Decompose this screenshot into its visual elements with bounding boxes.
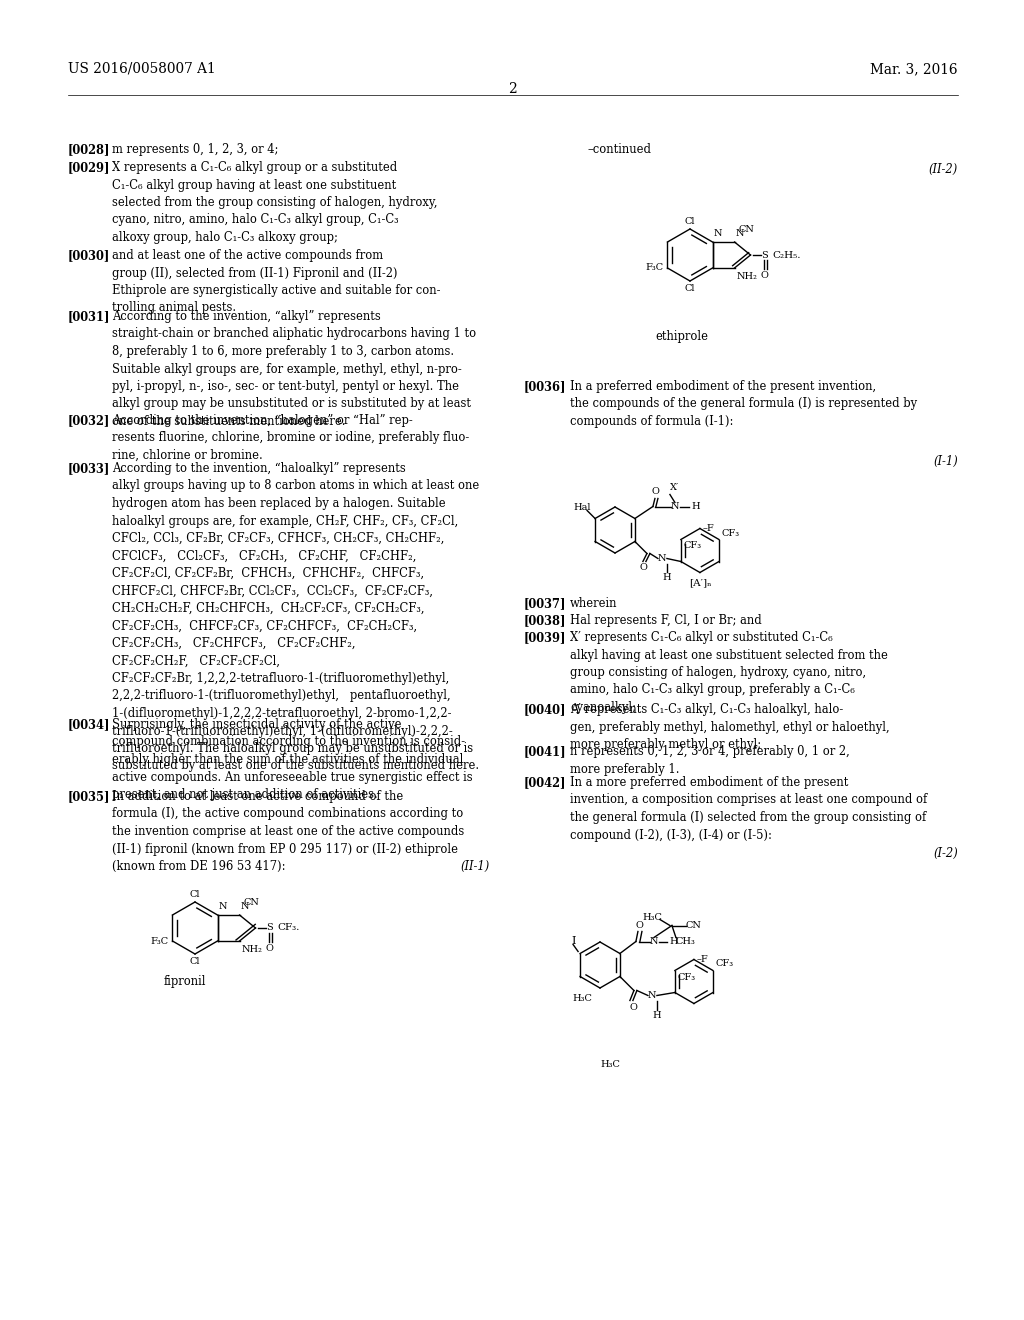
Text: Surprisingly, the insecticidal activity of the active
compound combination accor: Surprisingly, the insecticidal activity …	[112, 718, 473, 801]
Text: Mar. 3, 2016: Mar. 3, 2016	[870, 62, 958, 77]
Text: N: N	[218, 902, 227, 911]
Text: NH₂: NH₂	[242, 945, 262, 954]
Text: X′ represents C₁-C₆ alkyl or substituted C₁-C₆
alkyl having at least one substit: X′ represents C₁-C₆ alkyl or substituted…	[570, 631, 888, 714]
Text: N: N	[657, 554, 667, 564]
Text: CN: CN	[686, 921, 701, 931]
Text: I: I	[571, 936, 577, 945]
Text: Hal: Hal	[573, 503, 591, 512]
Text: H₃C: H₃C	[572, 994, 592, 1003]
Text: CF₃: CF₃	[716, 960, 734, 969]
Text: O: O	[630, 1002, 638, 1011]
Text: –continued: –continued	[588, 143, 652, 156]
Text: [0028]: [0028]	[68, 143, 111, 156]
Text: According to the invention, “alkyl” represents
straight-chain or branched alipha: According to the invention, “alkyl” repr…	[112, 310, 476, 428]
Text: NH₂: NH₂	[736, 272, 758, 281]
Text: [0037]: [0037]	[524, 597, 566, 610]
Text: fipronil: fipronil	[164, 975, 206, 987]
Text: [0038]: [0038]	[524, 614, 566, 627]
Text: [0039]: [0039]	[524, 631, 566, 644]
Text: In a more preferred embodiment of the present
invention, a composition comprises: In a more preferred embodiment of the pr…	[570, 776, 928, 842]
Text: S: S	[266, 924, 272, 932]
Text: CF₃: CF₃	[678, 973, 696, 982]
Text: CF₃: CF₃	[684, 541, 702, 550]
Text: N: N	[671, 502, 679, 511]
Text: In addition to at least one active compound of the
formula (I), the active compo: In addition to at least one active compo…	[112, 789, 464, 873]
Text: [0033]: [0033]	[68, 462, 111, 475]
Text: [0036]: [0036]	[524, 380, 566, 393]
Text: [A′]ₙ: [A′]ₙ	[689, 578, 712, 587]
Text: Hal represents F, Cl, I or Br; and: Hal represents F, Cl, I or Br; and	[570, 614, 762, 627]
Text: –F: –F	[702, 524, 715, 533]
Text: O: O	[265, 944, 273, 953]
Text: [0041]: [0041]	[524, 744, 566, 758]
Text: [0040]: [0040]	[524, 704, 566, 715]
Text: [0030]: [0030]	[68, 249, 111, 261]
Text: and at least one of the active compounds from
group (II), selected from (II-1) F: and at least one of the active compounds…	[112, 249, 440, 314]
Text: N: N	[714, 228, 722, 238]
Text: wherein: wherein	[570, 597, 617, 610]
Text: According to the invention, “haloalkyl” represents
alkyl groups having up to 8 c: According to the invention, “haloalkyl” …	[112, 462, 479, 772]
Text: Cl: Cl	[685, 216, 695, 226]
Text: C₂H₅.: C₂H₅.	[772, 251, 801, 260]
Text: N: N	[735, 228, 744, 238]
Text: Cl: Cl	[189, 957, 201, 966]
Text: H₃C: H₃C	[642, 912, 662, 921]
Text: CN: CN	[244, 898, 259, 907]
Text: O: O	[640, 564, 648, 573]
Text: CH₃: CH₃	[676, 937, 695, 946]
Text: –F: –F	[697, 954, 709, 964]
Text: According to the invention, “halogen” or “Hal” rep-
resents fluorine, chlorine, : According to the invention, “halogen” or…	[112, 414, 469, 462]
Text: F₃C: F₃C	[151, 936, 169, 945]
Text: X represents a C₁-C₆ alkyl group or a substituted
C₁-C₆ alkyl group having at le: X represents a C₁-C₆ alkyl group or a su…	[112, 161, 437, 244]
Text: [0031]: [0031]	[68, 310, 111, 323]
Text: n represents 0, 1, 2, 3 or 4, preferably 0, 1 or 2,
more preferably 1.: n represents 0, 1, 2, 3 or 4, preferably…	[570, 744, 850, 776]
Text: H: H	[669, 937, 678, 946]
Text: F₃C: F₃C	[645, 264, 664, 272]
Text: (I-1): (I-1)	[933, 455, 958, 469]
Text: CF₃.: CF₃.	[278, 924, 300, 932]
Text: CF₃: CF₃	[722, 528, 740, 537]
Text: A′ represents C₁-C₃ alkyl, C₁-C₃ haloalkyl, halo-
gen, preferably methyl, halome: A′ represents C₁-C₃ alkyl, C₁-C₃ haloalk…	[570, 704, 890, 751]
Text: N: N	[241, 902, 249, 911]
Text: [0034]: [0034]	[68, 718, 111, 731]
Text: X′: X′	[671, 483, 680, 492]
Text: S: S	[761, 251, 768, 260]
Text: (II-2): (II-2)	[929, 162, 958, 176]
Text: H₃C: H₃C	[600, 1060, 620, 1069]
Text: m represents 0, 1, 2, 3, or 4;: m represents 0, 1, 2, 3, or 4;	[112, 143, 279, 156]
Text: [0035]: [0035]	[68, 789, 111, 803]
Text: Cl: Cl	[189, 890, 201, 899]
Text: H: H	[652, 1011, 662, 1020]
Text: H: H	[691, 502, 699, 511]
Text: [0029]: [0029]	[68, 161, 111, 174]
Text: O: O	[652, 487, 659, 496]
Text: CN: CN	[738, 224, 755, 234]
Text: H: H	[663, 573, 671, 582]
Text: In a preferred embodiment of the present invention,
the compounds of the general: In a preferred embodiment of the present…	[570, 380, 918, 428]
Text: ethiprole: ethiprole	[655, 330, 709, 343]
Text: N: N	[649, 937, 658, 946]
Text: US 2016/0058007 A1: US 2016/0058007 A1	[68, 62, 216, 77]
Text: O: O	[761, 271, 768, 280]
Text: (II-1): (II-1)	[461, 861, 490, 873]
Text: N: N	[647, 991, 656, 1001]
Text: [0042]: [0042]	[524, 776, 566, 789]
Text: 2: 2	[508, 82, 516, 96]
Text: [0032]: [0032]	[68, 414, 111, 426]
Text: (I-2): (I-2)	[933, 847, 958, 861]
Text: Cl: Cl	[685, 284, 695, 293]
Text: O: O	[636, 920, 644, 929]
